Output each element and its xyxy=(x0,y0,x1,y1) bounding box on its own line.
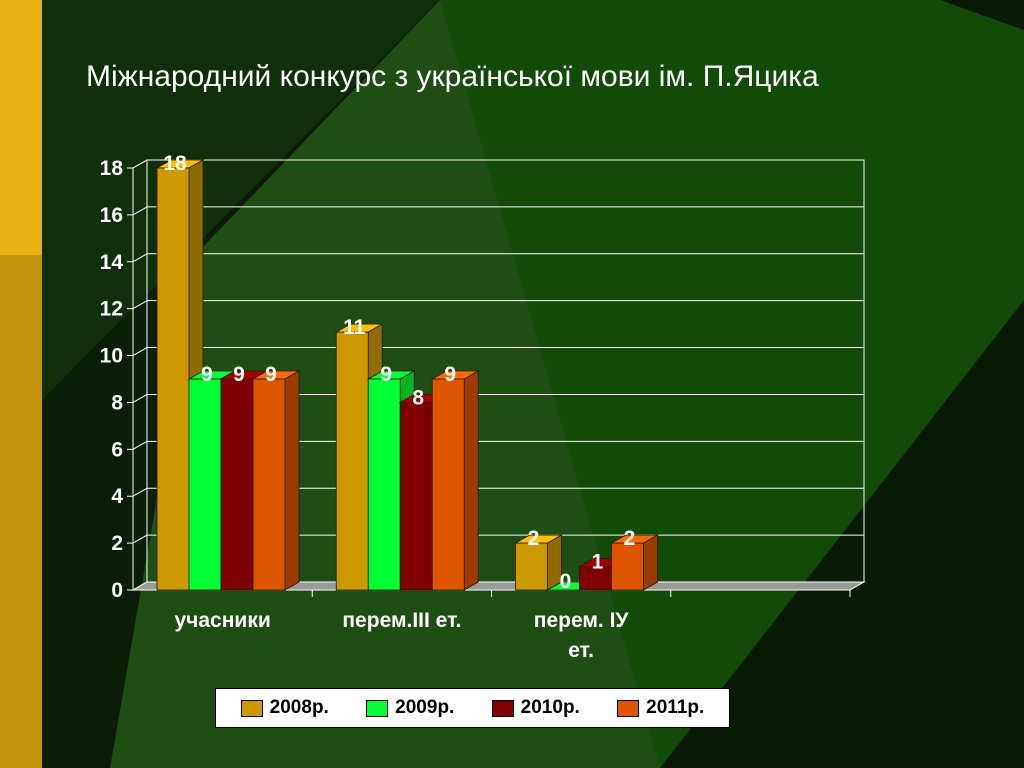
bar-side xyxy=(643,534,658,591)
gridline-side xyxy=(132,347,148,356)
legend-label: 2009р. xyxy=(395,697,455,718)
bar xyxy=(156,167,190,591)
data-label: 9 xyxy=(233,363,245,386)
data-label: 1 xyxy=(592,551,604,574)
bar xyxy=(220,378,254,591)
legend-swatch xyxy=(366,699,389,717)
bar xyxy=(188,378,222,591)
data-label: 18 xyxy=(163,152,187,175)
legend-label: 2008р. xyxy=(269,697,329,718)
data-label: 9 xyxy=(380,363,392,386)
y-tick-label: 14 xyxy=(100,251,124,274)
bar xyxy=(611,542,644,591)
gridline-side xyxy=(132,534,148,544)
data-label: 2 xyxy=(624,527,636,550)
y-tick-label: 8 xyxy=(111,391,123,414)
y-tick-label: 0 xyxy=(111,579,123,602)
y-tick-label: 4 xyxy=(111,485,123,508)
legend-item: 2009р. xyxy=(366,697,454,719)
y-tick-label: 2 xyxy=(111,532,123,555)
y-tick-label: 18 xyxy=(100,157,124,180)
chart-legend: 2008р. 2009р. 2010р. 2011р. xyxy=(215,688,730,728)
x-category-label: перем.III ет. xyxy=(342,609,461,632)
legend-swatch xyxy=(617,699,640,717)
bar-side xyxy=(463,370,479,591)
gridline-side xyxy=(132,394,148,403)
legend-swatch xyxy=(240,699,263,717)
legend-item: 2008р. xyxy=(240,697,329,719)
gridline-side xyxy=(132,159,148,169)
y-tick-label: 6 xyxy=(111,438,123,461)
legend-label: 2011р. xyxy=(646,697,705,718)
legend-label: 2010р. xyxy=(520,697,580,718)
legend-item: 2010р. xyxy=(491,697,580,719)
bar xyxy=(335,331,369,591)
data-label: 8 xyxy=(412,386,424,409)
data-label: 9 xyxy=(444,363,456,386)
bar-side xyxy=(284,370,300,591)
bar xyxy=(252,378,286,591)
x-category-label: ет. xyxy=(568,639,594,662)
data-label: 0 xyxy=(560,570,572,593)
bar xyxy=(431,378,465,591)
data-label: 11 xyxy=(343,316,366,339)
legend-swatch xyxy=(491,699,514,717)
gridline-side xyxy=(132,300,148,310)
bar xyxy=(367,378,401,591)
gridline-side xyxy=(132,206,148,216)
data-label: 9 xyxy=(201,363,213,386)
bar xyxy=(515,542,548,591)
x-category-label: учасники xyxy=(175,609,271,632)
bar xyxy=(399,402,433,591)
y-tick-label: 12 xyxy=(100,298,123,321)
chart-side-wall xyxy=(132,159,148,591)
y-tick-label: 16 xyxy=(100,204,123,227)
legend-item: 2011р. xyxy=(617,697,704,719)
gridline-side xyxy=(132,253,148,263)
gridline-side xyxy=(132,487,148,497)
data-label: 2 xyxy=(528,527,540,550)
x-category-label: перем. ІУ xyxy=(534,609,630,632)
data-label: 9 xyxy=(265,363,277,386)
slide-title: Міжнародний конкурс з української мови і… xyxy=(86,60,819,93)
y-tick-label: 10 xyxy=(100,345,123,368)
gridline-side xyxy=(132,440,148,450)
